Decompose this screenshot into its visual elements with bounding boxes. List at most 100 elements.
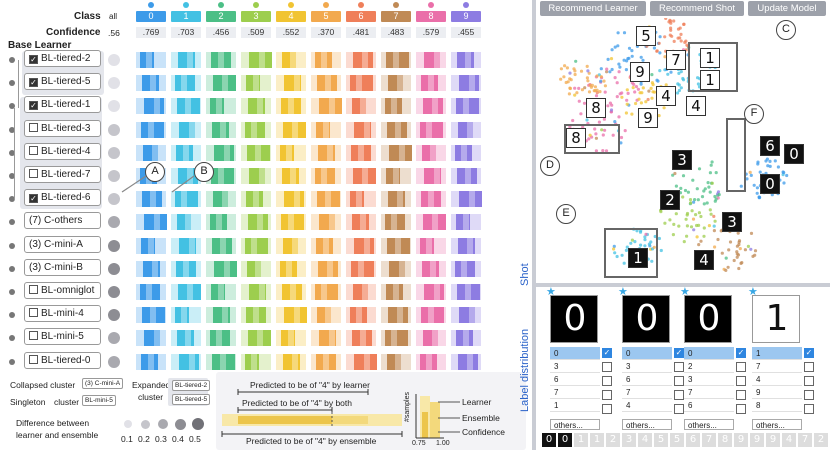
prediction-cell[interactable]: [346, 353, 377, 370]
scatter-point[interactable]: [749, 173, 753, 177]
learner-checkbox[interactable]: [29, 331, 38, 341]
scatter-digit-thumbnail[interactable]: 4: [686, 96, 706, 116]
scatter-point[interactable]: [577, 86, 581, 90]
zoom-region-d[interactable]: [564, 124, 620, 154]
learner-label-box[interactable]: BL-mini-4: [24, 305, 101, 323]
scatter-digit-thumbnail[interactable]: 8: [586, 98, 606, 118]
scatter-point[interactable]: [599, 79, 603, 83]
scatter-digit-thumbnail[interactable]: 4: [694, 250, 714, 270]
prediction-cell[interactable]: [136, 237, 166, 254]
scatter-point[interactable]: [559, 67, 563, 71]
scatter-point[interactable]: [565, 66, 569, 70]
scatter-point[interactable]: [622, 261, 626, 265]
prediction-cell[interactable]: [276, 191, 306, 208]
scatter-point[interactable]: [639, 243, 643, 247]
scatter-point[interactable]: [692, 228, 696, 232]
scatter-point[interactable]: [727, 248, 731, 252]
scatter-point[interactable]: [673, 171, 677, 176]
scatter-point[interactable]: [587, 71, 591, 75]
label-option[interactable]: 6: [684, 399, 734, 412]
scatter-point[interactable]: [668, 33, 672, 37]
label-option[interactable]: 3: [550, 360, 600, 373]
label-option[interactable]: 0: [684, 347, 734, 360]
scatter-point[interactable]: [712, 224, 716, 228]
scatter-point[interactable]: [619, 141, 623, 145]
scatter-digit-thumbnail[interactable]: 0: [760, 174, 780, 194]
prediction-cell[interactable]: [451, 284, 481, 300]
prediction-cell[interactable]: [451, 144, 481, 161]
shot-image[interactable]: 0: [684, 295, 732, 343]
eye-icon[interactable]: [9, 358, 15, 365]
scatter-point[interactable]: [610, 48, 614, 52]
label-others-dropdown[interactable]: others...: [622, 419, 672, 430]
scatter-point[interactable]: [745, 177, 749, 181]
label-checkbox[interactable]: ✓: [602, 348, 612, 358]
scatter-point[interactable]: [567, 92, 571, 96]
label-checkbox[interactable]: [804, 404, 814, 414]
prediction-cell[interactable]: [241, 307, 271, 324]
learner-checkbox[interactable]: ✓: [29, 55, 38, 64]
prediction-cell[interactable]: [206, 353, 236, 370]
learner-row[interactable]: (3) C-mini-B: [0, 258, 532, 279]
scatter-point[interactable]: [712, 214, 716, 218]
scatter-point[interactable]: [630, 112, 634, 116]
scatter-point[interactable]: [626, 57, 630, 61]
scatter-point[interactable]: [677, 224, 681, 228]
scatter-digit-thumbnail[interactable]: 3: [672, 150, 692, 170]
label-checkbox[interactable]: ✓: [804, 348, 814, 358]
scatter-point[interactable]: [782, 181, 786, 185]
scatter-point[interactable]: [594, 94, 599, 98]
class-6-chip[interactable]: 6: [346, 11, 376, 22]
scatter-point[interactable]: [697, 211, 701, 215]
scatter-digit-thumbnail[interactable]: 1: [628, 248, 648, 268]
prediction-cell[interactable]: [311, 214, 341, 231]
scatter-point[interactable]: [634, 101, 638, 106]
scatter-point[interactable]: [627, 46, 632, 50]
learner-label-box[interactable]: ✓ BL-tiered-2: [24, 50, 101, 67]
label-checkbox[interactable]: [602, 376, 612, 386]
scatter-point[interactable]: [713, 194, 717, 199]
learner-label-box[interactable]: BL-mini-5: [24, 328, 101, 346]
class-2-chip[interactable]: 2: [206, 11, 236, 22]
scatter-point[interactable]: [630, 49, 634, 53]
scatter-point[interactable]: [630, 81, 634, 85]
scatter-point[interactable]: [630, 54, 634, 58]
scatter-point[interactable]: [683, 40, 687, 44]
scatter-point[interactable]: [568, 86, 572, 90]
prediction-cell[interactable]: [241, 284, 271, 300]
prediction-cell[interactable]: [346, 144, 376, 161]
prediction-cell[interactable]: [346, 98, 376, 115]
learner-row[interactable]: (7) C-others: [0, 212, 532, 232]
prediction-cell[interactable]: [241, 75, 271, 92]
prediction-cell[interactable]: [451, 260, 481, 277]
scatter-point[interactable]: [720, 251, 724, 255]
scatter-point[interactable]: [688, 198, 693, 202]
prediction-cell[interactable]: [171, 260, 201, 277]
learner-row[interactable]: BL-mini-5: [0, 328, 532, 348]
learner-row[interactable]: ✓ BL-tiered-6: [0, 189, 532, 209]
label-checkbox[interactable]: [736, 362, 746, 372]
scatter-point[interactable]: [679, 32, 683, 36]
prediction-cell[interactable]: [241, 260, 271, 277]
learner-checkbox[interactable]: ✓: [29, 194, 38, 204]
scatter-point[interactable]: [699, 214, 703, 219]
scatter-point[interactable]: [651, 90, 655, 94]
label-checkbox[interactable]: [674, 376, 684, 386]
scatter-point[interactable]: [717, 193, 721, 197]
strip-thumbnail[interactable]: 9: [734, 433, 748, 447]
scatter-point[interactable]: [702, 234, 706, 238]
class-4-chip[interactable]: 4: [276, 11, 306, 22]
prediction-cell[interactable]: [381, 52, 411, 68]
prediction-cell[interactable]: [241, 52, 272, 68]
label-checkbox[interactable]: [602, 390, 612, 400]
scatter-point[interactable]: [657, 114, 661, 118]
scatter-point[interactable]: [748, 170, 752, 174]
prediction-cell[interactable]: [416, 307, 446, 324]
label-option[interactable]: 6: [622, 373, 672, 386]
prediction-cell[interactable]: [346, 284, 376, 300]
scatter-point[interactable]: [579, 112, 583, 116]
label-option[interactable]: 7: [622, 386, 672, 399]
prediction-cell[interactable]: [206, 75, 236, 92]
scatter-point[interactable]: [568, 71, 572, 75]
scatter-point[interactable]: [568, 125, 572, 129]
